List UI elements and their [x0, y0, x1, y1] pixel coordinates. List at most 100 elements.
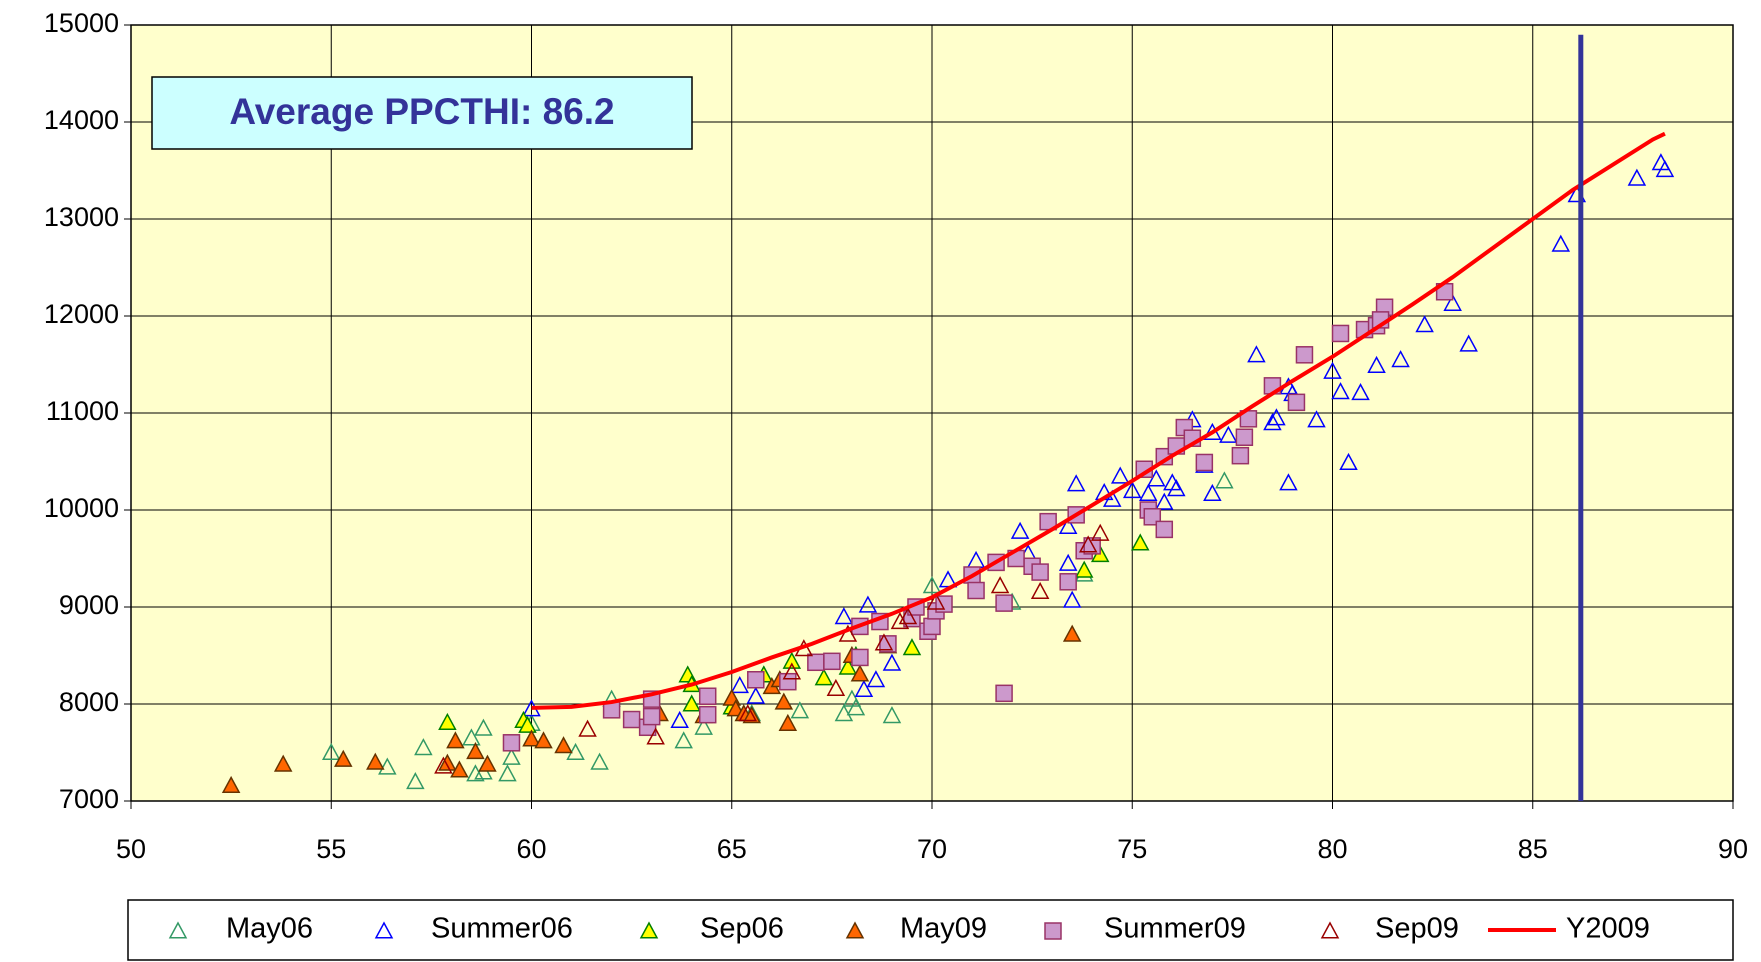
point	[590, 752, 609, 770]
point	[1215, 471, 1234, 489]
point	[738, 704, 758, 722]
point	[747, 671, 765, 689]
point	[334, 749, 353, 767]
point	[834, 607, 854, 625]
legend-label: Summer09	[1104, 913, 1246, 945]
legend-label: Sep09	[1375, 913, 1459, 945]
point	[646, 727, 665, 745]
point	[1267, 408, 1286, 426]
x-tick-label: 70	[917, 834, 947, 864]
point	[698, 687, 717, 705]
point	[1287, 393, 1306, 412]
point	[438, 712, 457, 730]
point	[434, 756, 453, 774]
point	[823, 652, 841, 671]
point	[1122, 481, 1142, 499]
legend-swatch	[1320, 921, 1340, 939]
legend-swatch	[374, 921, 394, 939]
point	[890, 611, 910, 630]
point	[522, 729, 541, 747]
point	[698, 705, 717, 724]
point	[1062, 590, 1082, 608]
line	[531, 131, 1666, 710]
point	[1219, 425, 1238, 443]
y-tick-label: 8000	[59, 687, 119, 717]
x-tick-label: 60	[516, 834, 546, 864]
point	[682, 694, 701, 712]
point	[774, 692, 794, 710]
point	[779, 672, 797, 691]
point	[578, 719, 597, 737]
point	[858, 595, 878, 613]
point	[926, 592, 946, 610]
point	[1030, 581, 1050, 600]
x-tick-label: 50	[116, 834, 146, 864]
point	[478, 754, 497, 772]
point	[882, 706, 902, 724]
x-tick-label: 75	[1117, 834, 1147, 864]
point	[450, 760, 469, 778]
legend-label: Sep06	[700, 913, 784, 945]
point	[694, 717, 713, 735]
point	[854, 679, 874, 697]
legend-swatch	[639, 921, 659, 939]
x-tick-label: 90	[1718, 834, 1748, 864]
point	[366, 752, 385, 770]
point	[995, 684, 1013, 703]
point	[1110, 466, 1130, 484]
point	[995, 594, 1013, 612]
point	[1131, 533, 1150, 551]
point	[1139, 483, 1158, 502]
point	[922, 576, 942, 594]
legend-swatch	[168, 921, 188, 939]
point	[778, 713, 798, 731]
point	[498, 764, 517, 782]
point	[502, 747, 521, 765]
point	[1323, 361, 1342, 379]
legend-swatch	[845, 921, 865, 939]
point	[674, 731, 693, 749]
point	[1031, 563, 1049, 581]
point	[466, 741, 485, 760]
point	[1391, 350, 1410, 368]
point	[1279, 473, 1298, 491]
point	[642, 707, 661, 726]
point	[1627, 168, 1647, 186]
point	[1102, 489, 1122, 507]
point	[1415, 315, 1434, 333]
point	[807, 653, 825, 672]
point	[742, 706, 762, 724]
point	[1295, 346, 1314, 364]
y-tick-label: 11000	[46, 396, 119, 426]
y-tick-label: 12000	[44, 299, 119, 329]
y-tick-label: 15000	[44, 8, 119, 38]
y-tick-label: 10000	[44, 493, 119, 523]
point	[874, 633, 894, 651]
point	[1339, 452, 1358, 471]
y-tick-label: 9000	[59, 590, 119, 620]
point	[990, 576, 1010, 594]
point	[1263, 413, 1282, 431]
x-tick-label: 80	[1317, 834, 1347, 864]
point	[1010, 521, 1030, 539]
point	[814, 668, 834, 686]
point	[850, 664, 870, 682]
point	[378, 757, 397, 775]
point	[1351, 383, 1370, 401]
point	[826, 678, 846, 697]
point	[1459, 334, 1478, 352]
x-tick-label: 55	[316, 834, 346, 864]
point	[438, 753, 457, 771]
point	[1247, 345, 1266, 363]
point	[1235, 428, 1254, 446]
point	[882, 653, 902, 671]
point	[1090, 523, 1110, 541]
legend	[127, 899, 1734, 961]
point	[730, 675, 750, 694]
point	[782, 651, 802, 669]
legend-label: Y2009	[1566, 913, 1650, 945]
point	[1147, 469, 1166, 487]
point	[406, 772, 425, 790]
point	[446, 731, 465, 749]
